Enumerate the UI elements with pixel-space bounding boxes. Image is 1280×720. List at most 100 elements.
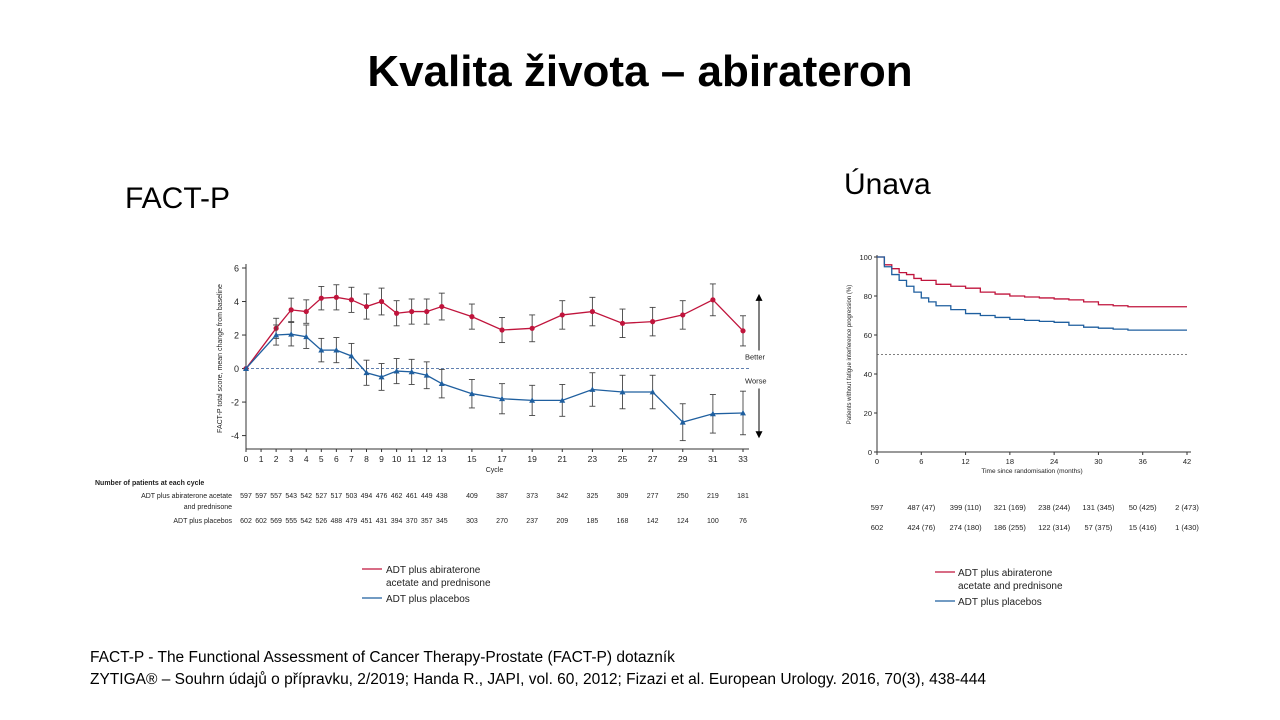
risk-table-value: 373 [526, 493, 538, 500]
risk-table-value: 527 [315, 493, 327, 500]
risk-table-value: 181 [737, 493, 749, 500]
legend-label: ADT plus placebos [958, 597, 1042, 608]
risk-table-row-label: ADT plus placebos [173, 518, 232, 525]
x-tick-label: 23 [588, 454, 598, 464]
risk-table-value: 2 (473) [1175, 503, 1199, 512]
risk-table-value: 122 (314) [1038, 523, 1071, 532]
risk-table-value: 303 [466, 518, 478, 525]
data-point [499, 327, 505, 333]
x-tick-label: 25 [618, 454, 628, 464]
risk-table-value: 124 [677, 518, 689, 525]
risk-table-value: 277 [647, 493, 659, 500]
x-tick-label: 6 [919, 457, 923, 466]
data-point [348, 352, 355, 359]
risk-table-value: 142 [647, 518, 659, 525]
risk-table-value: 602 [255, 518, 267, 525]
risk-table-value: 555 [285, 518, 297, 525]
data-point [318, 295, 324, 301]
x-tick-label: 6 [334, 454, 339, 464]
x-tick-label: 12 [422, 454, 432, 464]
x-tick-label: 13 [437, 454, 447, 464]
data-point [710, 297, 716, 303]
x-tick-label: 10 [392, 454, 402, 464]
risk-table-value: 602 [240, 518, 252, 525]
data-point [529, 397, 536, 403]
risk-table-value: 597 [255, 493, 267, 500]
fatigue-chart: 0 20 40 60 80 100 0 6 12 18 24 30 36 42 Time since ran… [847, 253, 1199, 608]
worse-arrow-head [755, 431, 763, 439]
data-point [740, 328, 746, 334]
risk-table-value: 542 [300, 493, 312, 500]
risk-table-value: 270 [496, 518, 508, 525]
data-point [589, 308, 595, 315]
y-tick-label: 100 [859, 253, 872, 262]
data-point [679, 419, 686, 425]
x-tick-label: 17 [497, 454, 507, 464]
better-label: Better [745, 353, 766, 362]
x-tick-label: 21 [558, 454, 568, 464]
y-tick-label: -4 [231, 431, 239, 441]
risk-table-value: 357 [421, 518, 433, 525]
data-point [303, 333, 310, 340]
data-point [333, 294, 339, 300]
risk-table-value: 557 [270, 493, 282, 500]
x-axis-title: Cycle [486, 467, 504, 474]
data-point [394, 310, 400, 316]
data-point [378, 373, 385, 380]
risk-table-value: 569 [270, 518, 282, 525]
x-tick-label: 27 [648, 454, 658, 464]
legend-label: ADT plus placebos [386, 594, 470, 605]
data-point [288, 331, 295, 337]
fact-p-label: FACT-P [125, 182, 231, 215]
risk-table-value: 168 [617, 518, 629, 525]
data-point [424, 308, 430, 315]
x-tick-label: 29 [678, 454, 688, 464]
x-tick-label: 24 [1050, 457, 1058, 466]
risk-table-value: 325 [587, 493, 599, 500]
legend-label: ADT plus abiraterone [386, 565, 481, 576]
x-tick-label: 11 [407, 454, 416, 464]
risk-table-value: 237 [526, 518, 538, 525]
y-tick-label: 40 [864, 370, 872, 379]
risk-table-value: 543 [285, 493, 297, 500]
risk-table-value: 15 (416) [1129, 523, 1157, 532]
risk-table-value: 321 (169) [994, 503, 1027, 512]
risk-table-value: 517 [331, 493, 343, 500]
risk-table-value: 476 [376, 493, 388, 500]
data-point [469, 314, 475, 320]
y-tick-label: 2 [234, 331, 239, 341]
footnote-fact-p: FACT-P - The Functional Assessment of Ca… [90, 649, 675, 666]
slide-title: Kvalita života – abirateron [367, 47, 913, 96]
series-line [245, 296, 744, 369]
risk-table-row-label: and prednisone [184, 504, 232, 511]
risk-table-value: 57 (375) [1084, 523, 1112, 532]
data-point [423, 372, 430, 378]
x-tick-label: 30 [1094, 457, 1102, 466]
y-tick-label: 0 [868, 448, 872, 457]
data-point [363, 303, 370, 310]
data-point [740, 409, 746, 416]
data-point [619, 320, 626, 326]
data-point [559, 397, 566, 403]
risk-table-value: 461 [406, 493, 418, 500]
x-tick-label: 12 [961, 457, 969, 466]
risk-table-value: 76 [739, 518, 747, 525]
risk-table-value: 542 [300, 518, 312, 525]
data-point [680, 312, 686, 318]
legend-label: acetate and prednisone [386, 578, 491, 589]
footnote-references: ZYTIGA® – Souhrn údajů o přípravku, 2/20… [90, 671, 987, 688]
data-point [499, 395, 506, 402]
risk-table-value: 488 [331, 518, 343, 525]
y-axis-title: FACT-P total score, mean change from bas… [217, 284, 224, 433]
data-point [333, 347, 340, 353]
y-tick-label: 4 [234, 297, 239, 307]
data-point [303, 308, 309, 315]
x-tick-label: 9 [379, 454, 384, 464]
x-tick-label: 33 [738, 454, 748, 464]
data-point [589, 386, 596, 392]
risk-table-value: 399 (110) [950, 503, 982, 512]
data-point [409, 308, 415, 315]
risk-table-value: 494 [361, 493, 373, 500]
risk-table-value: 387 [496, 493, 508, 500]
series-line [245, 333, 744, 423]
